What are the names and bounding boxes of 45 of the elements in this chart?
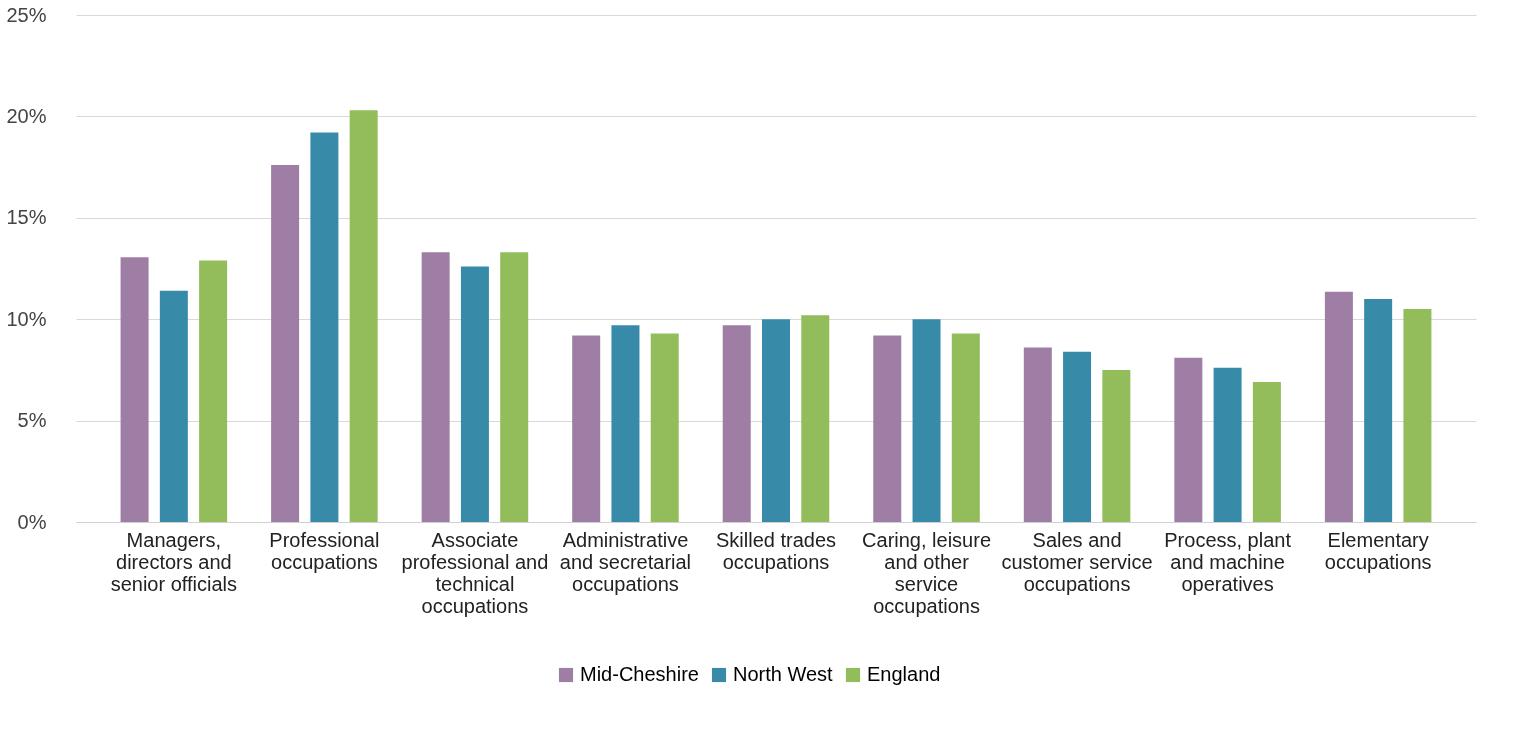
bar: [611, 325, 640, 522]
y-tick-label: 0%: [17, 510, 47, 533]
bar: [199, 260, 228, 522]
x-tick-label: Sales and customer service occupations: [1001, 528, 1153, 595]
legend-label: England: [867, 663, 941, 685]
y-tick-label: 5%: [17, 409, 47, 432]
bar: [951, 333, 980, 522]
x-tick-label: Managers, directors and senior officials: [110, 528, 238, 595]
bar: [421, 252, 450, 522]
bar: [1102, 369, 1131, 522]
bar: [650, 333, 679, 522]
bar: [1403, 309, 1432, 522]
bar: [1213, 367, 1242, 522]
x-tick-label: Caring, leisure and other service occupations: [862, 528, 992, 617]
bar: [460, 266, 489, 522]
bar: [500, 252, 529, 522]
bar: [159, 290, 188, 522]
bar: [1252, 382, 1281, 522]
bar: [912, 319, 941, 522]
x-tick-label: Associate professional and technical occupations: [401, 528, 549, 617]
bar: [1364, 298, 1393, 522]
x-tick-label: Administrative and secretarial occupations: [559, 528, 692, 595]
x-tick-label: Elementary occupations: [1324, 528, 1432, 573]
y-tick-label: 10%: [6, 307, 47, 330]
bar: [722, 325, 751, 522]
x-tick-label: Process, plant and machine operatives: [1164, 528, 1292, 595]
bar: [572, 335, 601, 522]
x-tick-label: Professional occupations: [269, 528, 380, 573]
bar: [1023, 347, 1052, 522]
y-tick-label: 25%: [6, 3, 47, 26]
bar: [120, 257, 149, 522]
legend-label: North West: [733, 663, 834, 685]
y-tick-label: 15%: [6, 206, 47, 229]
bar: [762, 319, 790, 522]
y-tick-label: 20%: [6, 104, 47, 127]
legend-label: Mid-Cheshire: [580, 663, 699, 685]
bar: [873, 335, 902, 522]
bar: [349, 110, 378, 522]
bar: [271, 165, 300, 522]
bar: [310, 132, 339, 522]
bar: [801, 315, 830, 522]
bar: [1324, 291, 1353, 522]
x-tick-label: Skilled trades occupations: [715, 528, 837, 573]
bar: [1063, 351, 1092, 522]
bar: [1174, 357, 1203, 522]
